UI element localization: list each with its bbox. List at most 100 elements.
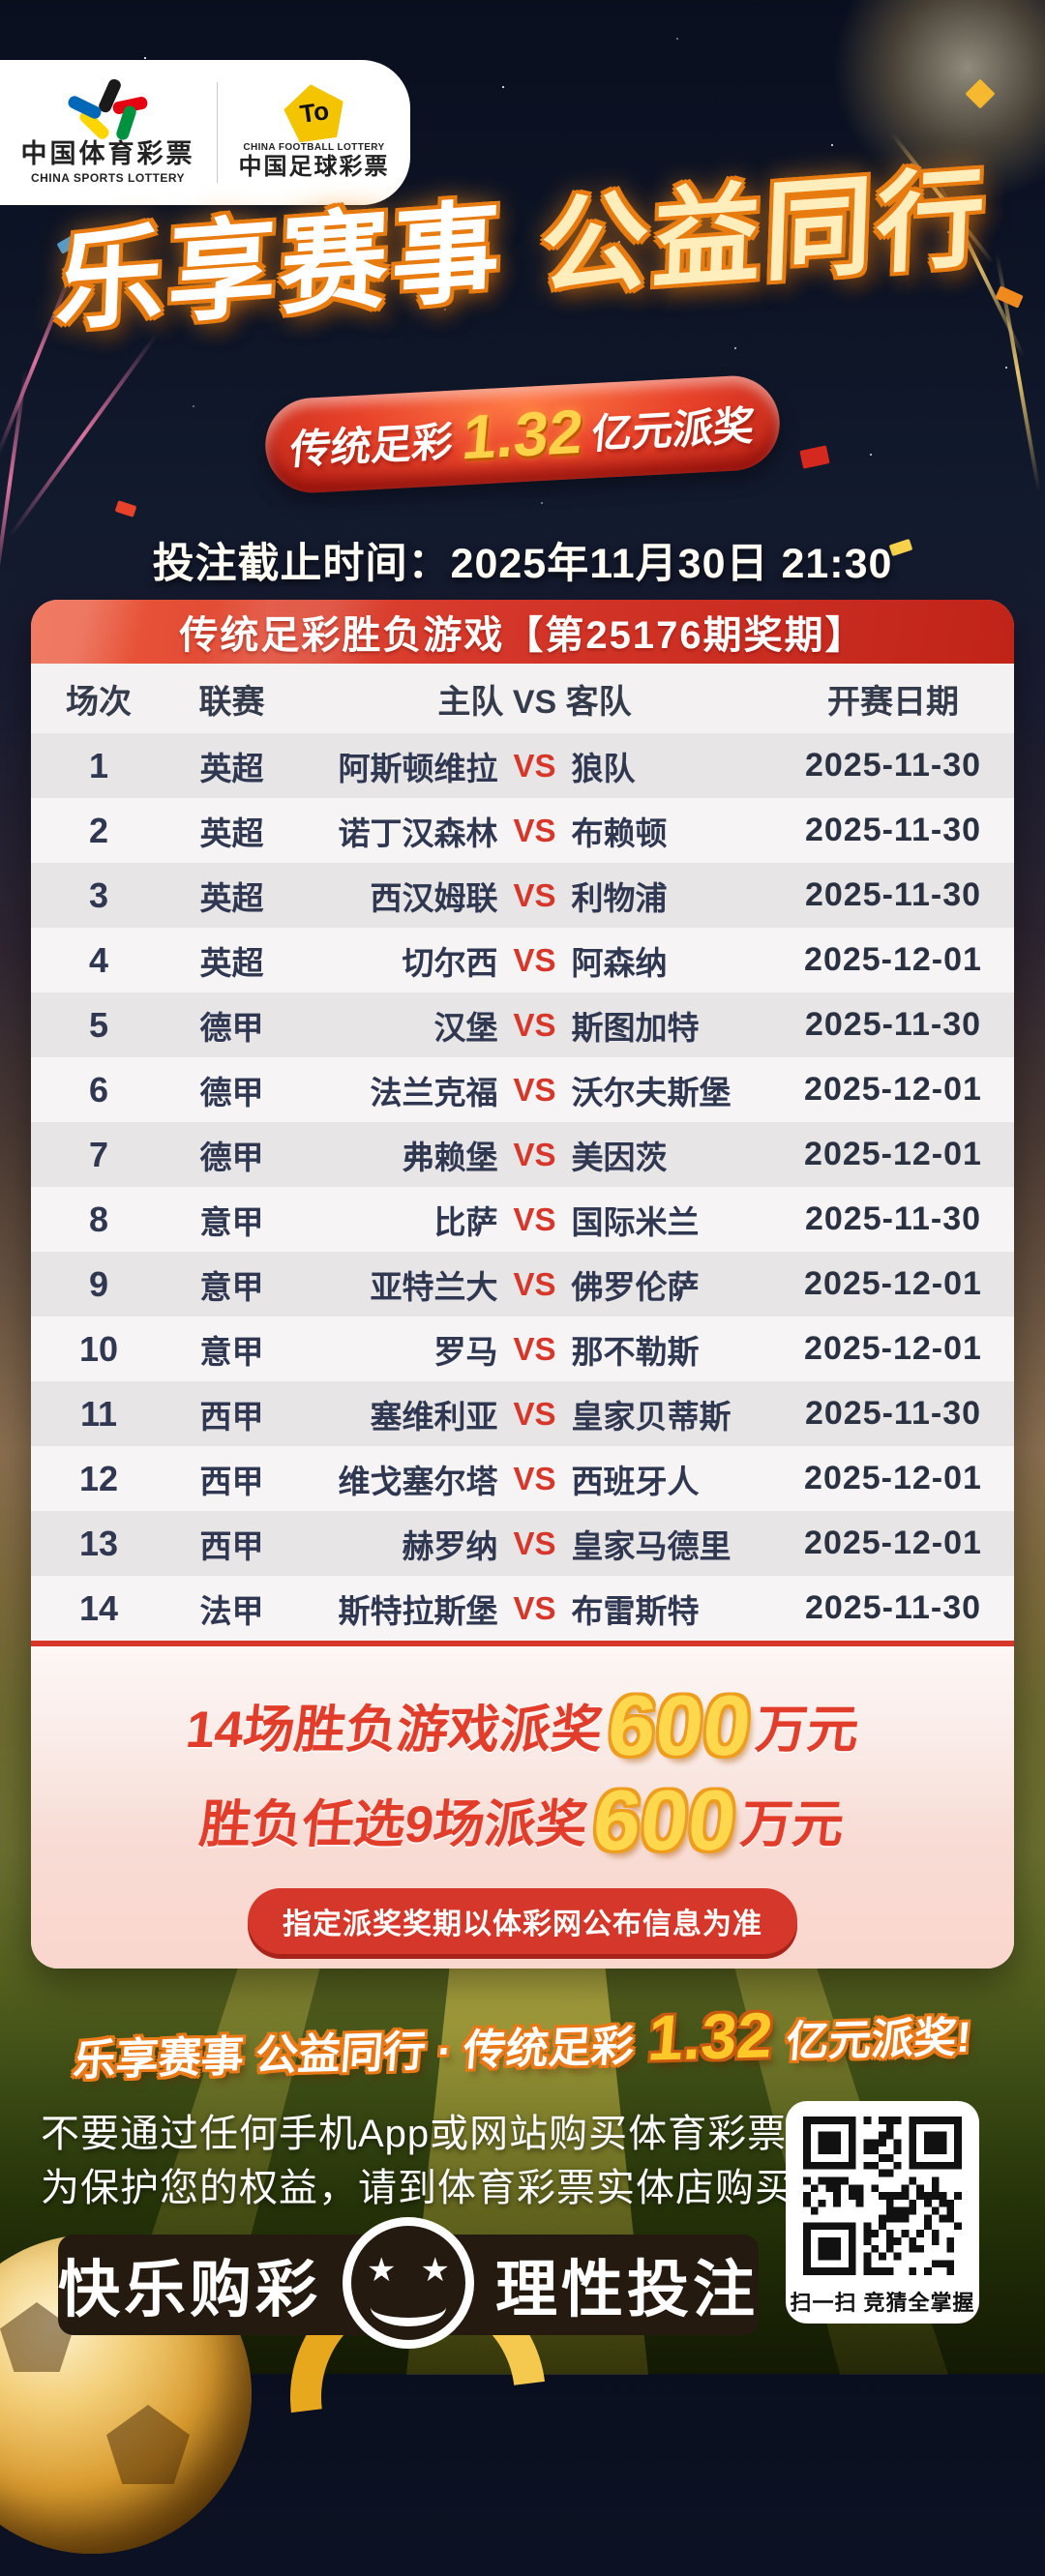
table-row: 6 德甲 法兰克福 VS 沃尔夫斯堡 2025-12-01 [31, 1057, 1014, 1122]
match-teams: 赫罗纳 VS 皇家马德里 [297, 1521, 772, 1567]
match-number: 12 [78, 1458, 119, 1498]
slogan-part2: 亿元派奖! [784, 2013, 973, 2066]
match-teams: 切尔西 VS 阿森纳 [297, 937, 772, 984]
home-team: 赫罗纳 [402, 1527, 498, 1564]
smiley-star-eyes-icon: ★ ★ [343, 2217, 474, 2349]
match-number: 7 [88, 1134, 109, 1174]
home-team: 诺丁汉森林 [338, 814, 498, 851]
league-name: 意甲 [199, 1333, 264, 1370]
ball-pentagon-patch [106, 2405, 190, 2484]
table-column-headers: 场次 联赛 主队 VS 客队 开赛日期 [31, 664, 1014, 733]
purchase-warning: 不要通过任何手机App或网站购买体育彩票 为保护您的权益，请到体育彩票实体店购买 [41, 2107, 794, 2215]
match-number: 3 [88, 874, 109, 915]
match-number: 6 [88, 1069, 109, 1110]
match-teams: 西汉姆联 VS 利物浦 [297, 873, 772, 919]
banner-amount: 1.32 [459, 396, 586, 473]
slogan-part1: 乐享赛事 公益同行 · 传统足彩 [72, 2022, 637, 2086]
league-name: 德甲 [199, 1009, 264, 1046]
logo-en-text: CHINA SPORTS LOTTERY [30, 170, 186, 185]
logo-divider [216, 82, 218, 183]
match-date: 2025-12-01 [804, 1330, 982, 1367]
match-date: 2025-11-30 [804, 812, 982, 848]
prize1-amount: 600 [603, 1677, 756, 1773]
logo-en-text: CHINA FOOTBALL LOTTERY [243, 142, 385, 154]
vs-label: VS [513, 1200, 556, 1237]
league-name: 法甲 [199, 1592, 264, 1629]
home-team: 西汉姆联 [370, 879, 498, 916]
match-date: 2025-11-30 [804, 747, 982, 784]
prize1-prefix: 14场胜负游戏派奖 [183, 1702, 606, 1759]
match-number: 4 [88, 939, 109, 980]
home-team: 塞维利亚 [370, 1398, 498, 1435]
league-name: 西甲 [199, 1527, 264, 1564]
match-number: 2 [88, 810, 109, 850]
match-date: 2025-12-01 [804, 1525, 982, 1561]
footer-slogan: 乐享赛事 公益同行 · 传统足彩 1.32 亿元派奖! [0, 1991, 1045, 2091]
betting-deadline: 投注截止时间：2025年11月30日 21:30 [152, 541, 893, 587]
vs-label: VS [513, 941, 556, 978]
home-team: 维戈塞尔塔 [338, 1463, 498, 1499]
table-row: 11 西甲 塞维利亚 VS 皇家贝蒂斯 2025-11-30 [31, 1381, 1014, 1446]
prize-section: 14场胜负游戏派奖 600 万元 胜负任选9场派奖 600 万元 指定派奖奖期以… [31, 1646, 1014, 1969]
table-row: 12 西甲 维戈塞尔塔 VS 西班牙人 2025-12-01 [31, 1446, 1014, 1511]
prize-line-2: 胜负任选9场派奖 600 万元 [196, 1772, 850, 1868]
home-team: 斯特拉斯堡 [338, 1592, 498, 1629]
col-header-date: 开赛日期 [827, 683, 959, 721]
table-row: 1 英超 阿斯顿维拉 VS 狼队 2025-11-30 [31, 733, 1014, 798]
slogan-amount: 1.32 [645, 1999, 776, 2074]
qr-code [803, 2117, 962, 2280]
away-team: 皇家马德里 [571, 1527, 732, 1564]
away-team: 沃尔夫斯堡 [571, 1074, 732, 1110]
match-teams: 比萨 VS 国际米兰 [297, 1197, 772, 1243]
away-team: 阿森纳 [571, 944, 668, 981]
vs-label: VS [513, 1460, 556, 1496]
league-name: 西甲 [199, 1398, 264, 1435]
match-date: 2025-12-01 [804, 1071, 982, 1108]
vs-label: VS [513, 1071, 556, 1108]
vs-label: VS [513, 812, 556, 848]
league-name: 英超 [199, 750, 264, 786]
league-name: 西甲 [199, 1463, 264, 1499]
match-date: 2025-11-30 [804, 1589, 982, 1626]
main-title-part2: 公益同行 [538, 157, 991, 311]
vs-label: VS [513, 1265, 556, 1302]
match-date: 2025-12-01 [804, 941, 982, 978]
league-name: 英超 [199, 944, 264, 981]
away-team: 狼队 [571, 750, 636, 786]
responsible-gaming-bar: 快乐购彩 ★ ★ 理性投注 [58, 2217, 759, 2349]
china-football-lottery-logo: To CHINA FOOTBALL LOTTERY 中国足球彩票 [239, 84, 390, 180]
match-teams: 弗赖堡 VS 美因茨 [297, 1132, 772, 1178]
league-name: 英超 [199, 814, 264, 851]
toto-pentagon-icon: To [281, 80, 347, 144]
away-team: 国际米兰 [571, 1203, 700, 1240]
vs-label: VS [513, 747, 556, 784]
vs-label: VS [513, 1006, 556, 1043]
away-team: 那不勒斯 [571, 1333, 700, 1370]
league-name: 意甲 [199, 1203, 264, 1240]
qr-caption: 扫一扫 竞猜全掌握 [790, 2291, 975, 2315]
home-team: 法兰克福 [370, 1074, 498, 1110]
panel-title: 传统足彩胜负游戏【第25176期奖期】 [179, 614, 866, 657]
match-number: 1 [88, 745, 109, 785]
match-date: 2025-11-30 [804, 1006, 982, 1043]
match-number: 11 [79, 1393, 118, 1434]
match-teams: 维戈塞尔塔 VS 西班牙人 [297, 1456, 772, 1502]
home-team: 阿斯顿维拉 [338, 750, 498, 786]
match-schedule-panel: 传统足彩胜负游戏【第25176期奖期】 场次 联赛 主队 VS 客队 开赛日期 … [31, 600, 1014, 1969]
match-teams: 亚特兰大 VS 佛罗伦萨 [297, 1261, 772, 1308]
table-row: 3 英超 西汉姆联 VS 利物浦 2025-11-30 [31, 863, 1014, 928]
sports-lottery-star-icon [65, 76, 148, 142]
table-row: 5 德甲 汉堡 VS 斯图加特 2025-11-30 [31, 992, 1014, 1057]
warning-line-1: 不要通过任何手机App或网站购买体育彩票 [41, 2113, 788, 2155]
match-date: 2025-11-30 [804, 1200, 982, 1237]
match-date: 2025-11-30 [804, 1395, 982, 1432]
table-row: 9 意甲 亚特兰大 VS 佛罗伦萨 2025-12-01 [31, 1252, 1014, 1317]
panel-header: 传统足彩胜负游戏【第25176期奖期】 [31, 600, 1014, 664]
match-number: 14 [78, 1587, 119, 1628]
away-team: 西班牙人 [571, 1463, 700, 1499]
match-date: 2025-12-01 [804, 1136, 982, 1172]
table-row: 8 意甲 比萨 VS 国际米兰 2025-11-30 [31, 1187, 1014, 1252]
table-row: 7 德甲 弗赖堡 VS 美因茨 2025-12-01 [31, 1122, 1014, 1187]
home-team: 罗马 [433, 1333, 498, 1370]
home-team: 弗赖堡 [402, 1139, 498, 1175]
